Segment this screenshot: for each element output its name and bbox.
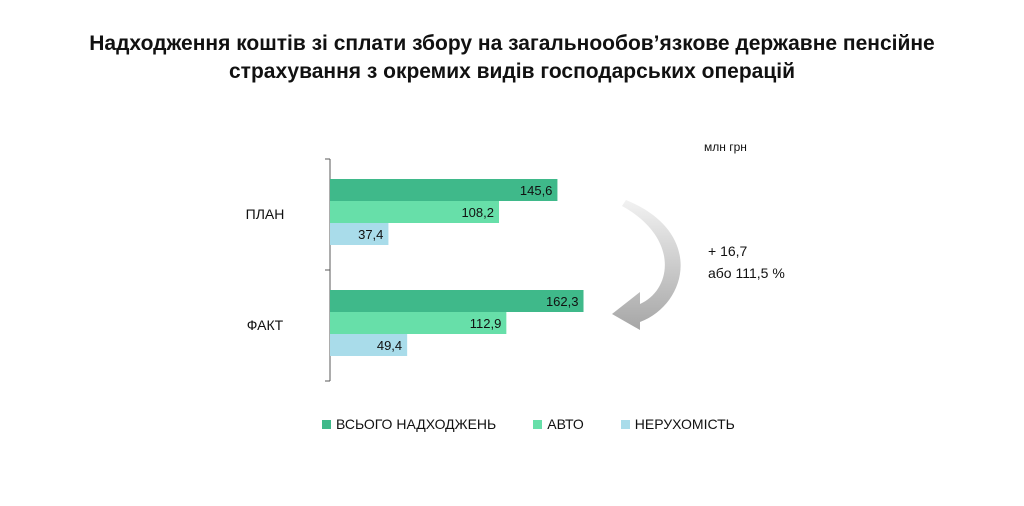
bar xyxy=(330,223,389,245)
legend-swatch xyxy=(322,419,331,429)
legend-item: ВСЬОГО НАДХОДЖЕНЬ xyxy=(322,416,496,432)
data-label: 49,4 xyxy=(377,338,402,353)
data-label: 162,3 xyxy=(546,294,579,309)
chart-title-line-2: страхування з окремих видів господарськи… xyxy=(228,60,796,83)
change-percent: або 111,5 % xyxy=(708,265,785,281)
chart-title-line-1: Надходження коштів зі сплати збору на за… xyxy=(89,32,935,55)
bar xyxy=(330,312,507,334)
bar xyxy=(330,290,584,312)
change-amount: + 16,7 xyxy=(708,243,748,259)
legend-swatch xyxy=(533,419,543,429)
legend: ВСЬОГО НАДХОДЖЕНЬ АВТО НЕРУХОМІСТЬ xyxy=(322,416,772,432)
legend-item: АВТО xyxy=(533,416,584,432)
bar xyxy=(330,179,558,201)
bar xyxy=(330,201,500,223)
legend-label: АВТО xyxy=(547,416,584,432)
data-label: 37,4 xyxy=(358,227,383,242)
legend-label: ВСЬОГО НАДХОДЖЕНЬ xyxy=(336,416,497,432)
category-label: ПЛАН xyxy=(246,206,285,222)
data-label: 112,9 xyxy=(470,316,502,331)
units-label: млн грн xyxy=(704,140,747,154)
data-label: 145,6 xyxy=(520,183,553,198)
change-annotation: + 16,7 або 111,5 % xyxy=(708,240,785,284)
legend-label: НЕРУХОМІСТЬ xyxy=(634,416,735,432)
legend-item: НЕРУХОМІСТЬ xyxy=(620,416,735,432)
chart-title: Надходження коштів зі сплати збору на за… xyxy=(0,30,1024,86)
legend-swatch xyxy=(620,419,630,429)
data-label: 108,2 xyxy=(461,205,494,220)
bar xyxy=(330,334,408,356)
category-label: ФАКТ xyxy=(247,317,284,333)
change-arrow xyxy=(612,200,681,330)
